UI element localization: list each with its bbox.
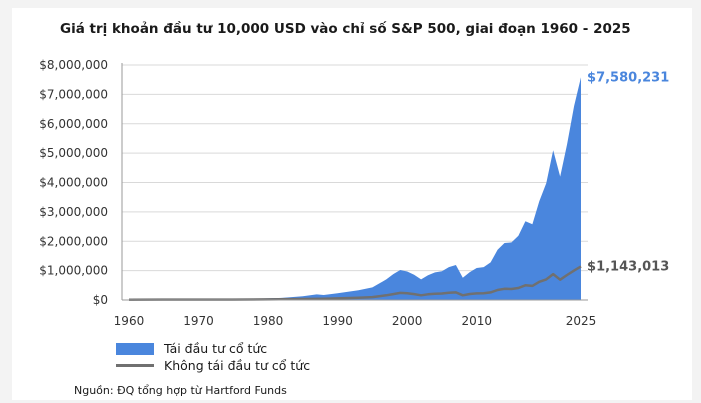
x-tick-label: 2025: [566, 314, 597, 328]
legend-item-no-reinvest: Không tái đầu tư cổ tức: [116, 357, 310, 374]
x-tick-label: 1990: [322, 314, 353, 328]
source-note: Nguồn: ĐQ tổng hợp từ Hartford Funds: [74, 384, 287, 397]
legend-label-no-reinvest: Không tái đầu tư cổ tức: [164, 358, 311, 373]
legend-swatch-area: [116, 342, 154, 355]
grid-lines: [122, 64, 588, 272]
chart-title: Giá trị khoản đầu tư 10,000 USD vào chỉ …: [60, 21, 631, 37]
series-lines: [128, 265, 582, 301]
y-tick-label: $1,000,000: [39, 264, 108, 278]
y-tick-label: $2,000,000: [39, 234, 108, 248]
y-tick-label: $7,000,000: [39, 87, 108, 101]
series-areas: [129, 77, 581, 300]
y-tick-label: $0: [93, 293, 108, 307]
y-tick-label: $3,000,000: [39, 205, 108, 219]
y-tick-label: $5,000,000: [39, 146, 108, 160]
legend: Tái đầu tư cổ tức Không tái đầu tư cổ tứ…: [116, 340, 310, 374]
y-tick-label: $8,000,000: [39, 58, 108, 72]
axes: [121, 63, 588, 301]
area-chart: $0 $1,000,000 $2,000,000 $3,000,000 $4,000,0…: [39, 58, 669, 328]
x-tick-label: 1980: [253, 314, 284, 328]
x-tick-label: 2000: [392, 314, 423, 328]
y-tick-label: $6,000,000: [39, 117, 108, 131]
x-tick-label: 1970: [183, 314, 214, 328]
tick-labels: $0 $1,000,000 $2,000,000 $3,000,000 $4,000,0…: [39, 58, 669, 328]
end-label-no-reinvest: $1,143,013: [587, 259, 669, 274]
x-tick-label: 1960: [114, 314, 145, 328]
end-label-reinvest: $7,580,231: [587, 70, 669, 85]
legend-label-reinvest: Tái đầu tư cổ tức: [164, 341, 268, 356]
legend-swatch-line: [116, 364, 154, 367]
legend-item-reinvest: Tái đầu tư cổ tức: [116, 340, 310, 357]
y-tick-label: $4,000,000: [39, 176, 108, 190]
series-area-reinvest: [129, 77, 581, 300]
chart-card: Giá trị khoản đầu tư 10,000 USD vào chỉ …: [12, 8, 692, 400]
series-line-no-reinvest: [128, 265, 582, 301]
x-tick-label: 2010: [461, 314, 492, 328]
